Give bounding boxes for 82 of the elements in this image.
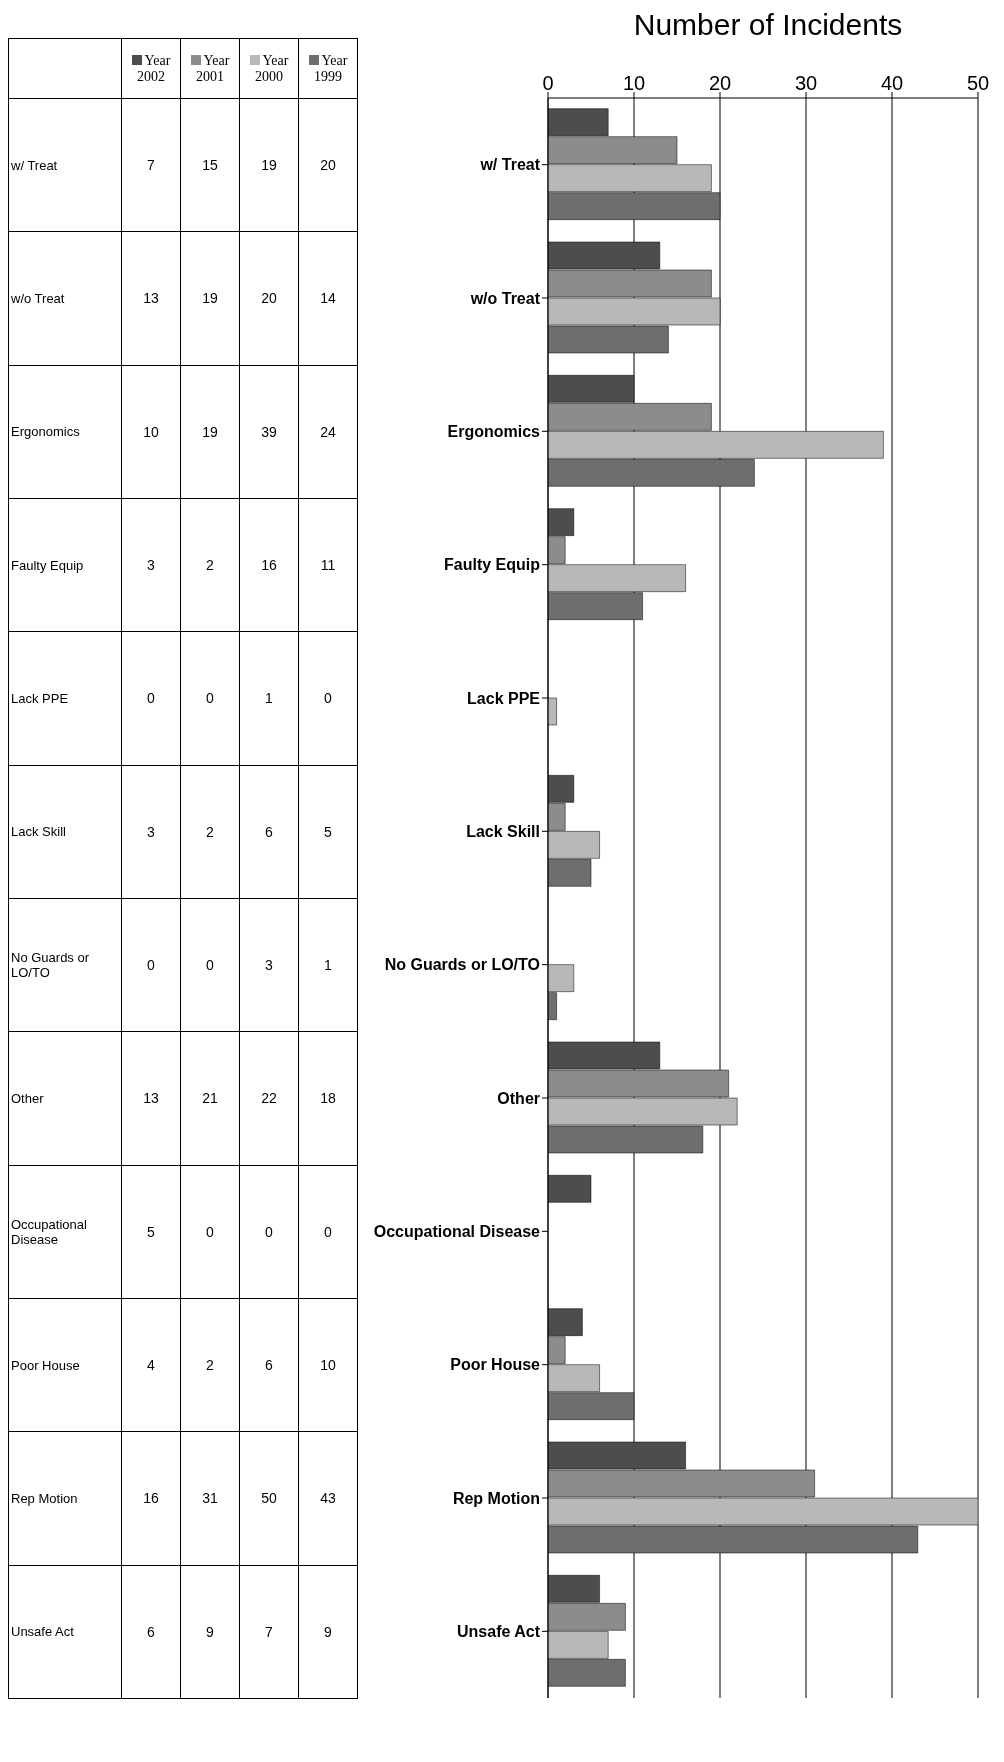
- legend-label: Year 1999: [298, 38, 358, 99]
- data-label: 5: [121, 1165, 181, 1299]
- data-label: 20: [239, 231, 299, 366]
- data-label: 2: [180, 1298, 240, 1432]
- data-label: 7: [121, 98, 181, 232]
- data-label: 11: [298, 498, 358, 632]
- data-label: 3: [121, 498, 181, 632]
- legend-label: Year 2002: [121, 38, 181, 99]
- x-tick-label: 40: [880, 72, 904, 94]
- data-label: 0: [298, 631, 358, 766]
- y-tick-label: w/o Treat: [469, 289, 541, 307]
- x-tick-label: 10: [622, 72, 646, 94]
- data-label: 0: [180, 1165, 240, 1299]
- category-label: Occupational Disease: [11, 1216, 87, 1247]
- data-label: 22: [239, 1031, 299, 1166]
- data-label: 13: [121, 1031, 181, 1166]
- data-label: 50: [239, 1431, 299, 1566]
- category-label: Ergonomics: [11, 424, 80, 440]
- category-label: Lack PPE: [11, 690, 69, 706]
- data-label: 13: [121, 231, 181, 366]
- y-tick-label: Occupational Disease: [373, 1223, 541, 1241]
- category-label: No Guards or LO/TO: [11, 950, 90, 981]
- data-label: 16: [121, 1431, 181, 1566]
- data-label: 6: [239, 765, 299, 899]
- category-label: Faulty Equip: [11, 557, 84, 573]
- data-label: 6: [239, 1298, 299, 1432]
- y-tick-label: Poor House: [450, 1356, 541, 1374]
- data-label: 0: [180, 898, 240, 1032]
- data-label: 0: [180, 631, 240, 766]
- data-label: 14: [298, 231, 358, 366]
- data-label: 0: [121, 631, 181, 766]
- y-tick-label: Ergonomics: [447, 423, 541, 441]
- y-tick-label: Rep Motion: [452, 1489, 540, 1507]
- category-label: w/o Treat: [11, 290, 65, 306]
- category-label: Poor House: [11, 1357, 80, 1373]
- legend-label: Year 2001: [180, 38, 240, 99]
- data-label: 9: [298, 1565, 358, 1699]
- y-tick-label: Lack Skill: [466, 823, 540, 841]
- data-label: 3: [239, 898, 299, 1032]
- data-label: 43: [298, 1431, 358, 1566]
- category-label: w/ Treat: [11, 157, 58, 173]
- y-tick-label: Unsafe Act: [457, 1623, 541, 1641]
- y-tick-label: Lack PPE: [467, 689, 541, 707]
- data-label: 24: [298, 365, 358, 499]
- y-tick-label: Other: [497, 1089, 540, 1107]
- data-label: 0: [121, 898, 181, 1032]
- data-label: 3: [121, 765, 181, 899]
- x-tick-label: 0: [542, 72, 554, 94]
- data-label: 7: [239, 1565, 299, 1699]
- x-tick-label: 20: [708, 72, 732, 94]
- data-label: 1: [239, 631, 299, 766]
- chart-title: Number of Incidents: [632, 8, 904, 42]
- data-label: 0: [298, 1165, 358, 1299]
- data-label: 10: [121, 365, 181, 499]
- category-label: Rep Motion: [11, 1490, 78, 1506]
- data-label: 31: [180, 1431, 240, 1566]
- y-tick-label: No Guards or LO/TO: [384, 956, 540, 974]
- data-label: 2: [180, 765, 240, 899]
- legend-label: Year 2000: [239, 38, 299, 99]
- data-label: 18: [298, 1031, 358, 1166]
- data-label: 5: [298, 765, 358, 899]
- data-label: 21: [180, 1031, 240, 1166]
- data-label: 4: [121, 1298, 181, 1432]
- x-tick-label: 30: [794, 72, 818, 94]
- data-label: 15: [180, 98, 240, 232]
- data-label: 39: [239, 365, 299, 499]
- data-label: 6: [121, 1565, 181, 1699]
- data-label: 2: [180, 498, 240, 632]
- category-label: Lack Skill: [11, 824, 66, 840]
- data-label: 19: [239, 98, 299, 232]
- category-label: Other: [11, 1090, 44, 1106]
- category-label: Unsafe Act: [11, 1624, 74, 1640]
- data-label: 19: [180, 365, 240, 499]
- y-tick-label: w/ Treat: [479, 156, 541, 174]
- data-label: 10: [298, 1298, 358, 1432]
- data-label: 16: [239, 498, 299, 632]
- data-label: 9: [180, 1565, 240, 1699]
- data-label: 19: [180, 231, 240, 366]
- data-label: 1: [298, 898, 358, 1032]
- y-tick-label: Faulty Equip: [444, 556, 541, 574]
- x-tick-label: 50: [966, 72, 990, 94]
- data-label: 0: [239, 1165, 299, 1299]
